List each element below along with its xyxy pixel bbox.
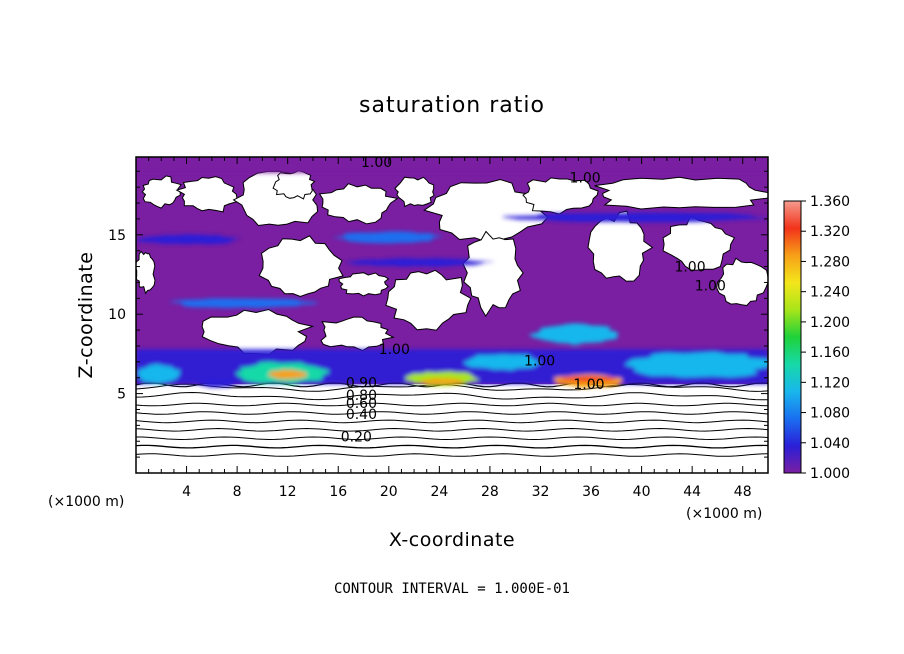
supersaturation-cell — [418, 378, 464, 385]
x-tick-label: 12 — [279, 484, 297, 500]
contour-label: 0.60 — [346, 396, 377, 412]
colorbar-tick-label: 1.040 — [810, 436, 850, 452]
subsaturated-hole — [462, 230, 524, 318]
contour-line — [136, 391, 768, 401]
subsaturated-hole — [175, 176, 238, 213]
supersaturation-layer — [136, 157, 768, 388]
x-tick-label: 44 — [683, 484, 701, 500]
contour-label: 0.40 — [346, 407, 377, 423]
contour-label: 0.90 — [346, 375, 377, 391]
y-axis-ticks: 5 10 15 — [108, 170, 768, 458]
supersaturation-cell — [267, 369, 307, 380]
subsaturated-hole — [258, 235, 344, 298]
contour-label: 1.00 — [573, 377, 604, 393]
subsaturated-hole — [522, 177, 599, 215]
contour-line — [136, 427, 768, 432]
subsaturated-hole — [662, 215, 736, 271]
x-tick-label: 8 — [233, 484, 242, 500]
supersaturation-cell — [345, 258, 496, 267]
x-axis-ticks: 4 8 12 16 20 24 28 32 36 40 44 48 — [148, 157, 756, 500]
chart-title: saturation ratio — [359, 93, 545, 118]
subsaturated-hole — [385, 269, 472, 331]
supersaturation-cell — [332, 231, 444, 244]
supersaturation-cell — [624, 351, 768, 378]
contour-lines — [136, 382, 768, 457]
supersaturation-cell — [197, 378, 237, 388]
supersaturation-cell — [463, 354, 540, 371]
supersaturation-band — [136, 157, 768, 173]
contour-line — [136, 436, 768, 441]
colorbar-tick-label: 1.120 — [810, 375, 850, 391]
plot-area: 1.00 1.00 1.00 1.00 1.00 1.00 1.00 0.900.800.60… — [136, 155, 768, 473]
contour-line — [136, 419, 768, 424]
x-axis-title: X-coordinate — [389, 529, 515, 551]
x-unit-label-left: (×1000 m) — [48, 494, 124, 510]
contour-label: 1.00 — [674, 260, 705, 276]
subsaturated-hole — [141, 175, 182, 209]
supersaturation-band — [136, 349, 768, 366]
subsaturated-hole — [716, 257, 768, 307]
contour-label: 1.00 — [361, 155, 392, 171]
y-tick-label: 15 — [108, 228, 126, 244]
colorbar-tick-label: 1.360 — [810, 194, 850, 210]
x-tick-label: 4 — [182, 484, 191, 500]
x-tick-label: 28 — [481, 484, 499, 500]
contour-line — [136, 453, 768, 457]
contour-label: 0.20 — [341, 429, 372, 445]
colorbar-tick-label: 1.000 — [810, 466, 850, 482]
x-tick-label: 40 — [633, 484, 651, 500]
colorbar-tick-label: 1.200 — [810, 315, 850, 331]
subsaturated-hole — [338, 272, 390, 297]
colorbar-gradient — [783, 200, 802, 474]
colorbar-tick-label: 1.280 — [810, 254, 850, 270]
colorbar-tick-label: 1.160 — [810, 345, 850, 361]
x-tick-label: 16 — [329, 484, 347, 500]
subsaturated-hole — [594, 176, 768, 210]
subsaturated-hole — [394, 176, 435, 208]
contour-label: 1.00 — [570, 171, 601, 187]
x-tick-label: 20 — [380, 484, 398, 500]
x-tick-label: 32 — [532, 484, 550, 500]
supersaturation-cell — [168, 298, 319, 308]
colorbar-tick-label: 1.240 — [810, 285, 850, 301]
contour-line — [136, 411, 768, 415]
subsaturated-hole — [318, 183, 399, 225]
x-tick-label: 48 — [734, 484, 752, 500]
contour-label: 1.00 — [695, 279, 726, 295]
subsaturated-hole — [423, 178, 550, 243]
contour-label: 0.80 — [346, 388, 377, 404]
contour-label: 1.00 — [524, 353, 555, 369]
subsaturated-hole — [587, 210, 654, 282]
subsaturated-hole — [320, 316, 395, 352]
colorbar: 1.000 1.040 1.080 1.120 1.160 1.200 1.240 1.280… — [783, 194, 850, 482]
colorbar-tick-label: 1.320 — [810, 224, 850, 240]
contour-label: 1.00 — [379, 342, 410, 358]
contour-labels: 1.00 1.00 1.00 1.00 1.00 1.00 1.00 0.900.800.60… — [341, 155, 726, 445]
x-unit-label-right: (×1000 m) — [686, 506, 762, 522]
x-tick-label: 24 — [430, 484, 448, 500]
y-tick-label: 10 — [108, 307, 126, 323]
y-tick-label: 5 — [117, 387, 126, 403]
contour-interval-note: CONTOUR INTERVAL = 1.000E-01 — [334, 581, 570, 597]
contour-line — [136, 444, 768, 449]
colorbar-tick-label: 1.080 — [810, 406, 850, 422]
subsaturated-region-layer — [136, 170, 768, 356]
supersaturation-cell — [136, 234, 241, 245]
supersaturation-cell — [501, 212, 768, 223]
colorbar-tick-labels: 1.000 1.040 1.080 1.120 1.160 1.200 1.240 1.280… — [801, 194, 850, 482]
supersaturation-cell — [557, 376, 619, 382]
supersaturation-cell — [136, 363, 181, 384]
contour-line — [136, 402, 768, 407]
x-tick-label: 36 — [582, 484, 600, 500]
y-axis-title: Z-coordinate — [75, 252, 97, 379]
supersaturation-cell — [529, 323, 619, 346]
